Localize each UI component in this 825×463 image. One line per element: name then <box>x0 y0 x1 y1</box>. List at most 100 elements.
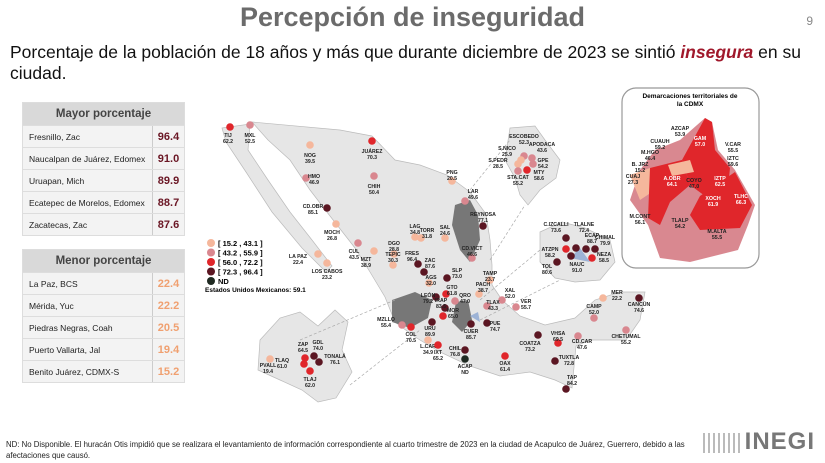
city-dot <box>635 294 643 302</box>
city-marker: TLALNE 72.4 <box>572 222 595 252</box>
city-dot <box>483 302 491 310</box>
city-name: Benito Juárez, CDMX-S <box>29 367 120 377</box>
inegi-logo: INEGI <box>702 428 815 456</box>
city-marker: URU 89.9 <box>424 318 436 338</box>
city-marker: CHIMAL 79.9 <box>591 235 616 253</box>
city-marker: PUE 74.7 <box>483 319 501 333</box>
city-name: Uruapan, Mich <box>29 176 85 186</box>
city-dot <box>562 245 570 253</box>
city-name: Ecatepec de Morelos, Edomex <box>29 198 145 208</box>
city-marker: CAMP 52.0 <box>586 304 602 322</box>
city-dot <box>300 360 308 368</box>
city-label: TOL 80.6 <box>542 264 553 276</box>
city-name: Puerto Vallarta, Jal <box>29 345 101 355</box>
city-label: AGS 32.0 <box>425 275 437 287</box>
city-marker: GDL 74.0 <box>310 340 324 360</box>
city-label: MOCH 26.8 <box>324 230 340 242</box>
city-dot <box>441 234 449 242</box>
city-value: 22.2 <box>152 295 184 316</box>
legend-label: [ 15.2 , 43.1 ] <box>218 239 263 248</box>
subtitle-text: Porcentaje de la población de 18 años y … <box>10 42 681 62</box>
city-marker: CHIL 76.8 <box>449 346 469 358</box>
city-dot <box>442 290 450 298</box>
city-dot <box>451 297 459 305</box>
city-marker: TEPIC 30.3 <box>385 252 401 269</box>
city-dot <box>398 321 406 329</box>
national-value: Estados Unidos Mexicanos: 59.1 <box>205 287 306 294</box>
city-dot <box>332 220 340 228</box>
city-dot <box>370 172 378 180</box>
city-dot <box>439 312 447 320</box>
city-label: VHSA 69.5 <box>551 331 566 343</box>
city-dot <box>414 260 422 268</box>
cdmx-district-label: IZTP 62.5 <box>714 176 726 188</box>
city-dot <box>389 261 397 269</box>
city-label: JUÁREZ 70.3 <box>362 148 384 161</box>
city-marker: IXT 65.2 <box>433 341 443 362</box>
city-dot <box>432 293 440 301</box>
city-name: La Paz, BCS <box>29 279 78 289</box>
city-label: XAL 52.0 <box>505 288 516 300</box>
city-name: Zacatecas, Zac <box>29 220 88 230</box>
city-label: CHETUMAL 55.2 <box>611 334 641 346</box>
city-dot <box>461 355 469 363</box>
city-label: NEZA 58.5 <box>597 252 611 264</box>
city-label: TLAJ 62.0 <box>304 377 317 389</box>
city-dot <box>529 160 537 168</box>
city-marker: COATZA 73.2 <box>519 331 542 353</box>
city-dot <box>514 160 522 168</box>
city-label: REYNOSA 77.1 <box>470 212 496 224</box>
cdmx-district-label: A.OBR 64.1 <box>663 176 680 188</box>
city-marker: MZT 38.9 <box>361 247 378 269</box>
page-number: 9 <box>806 14 813 28</box>
table-row: Mérida, Yuc 22.2 <box>23 294 184 316</box>
city-marker: IRAP 83.5 <box>435 298 449 312</box>
city-marker: GTO 61.8 <box>442 285 458 298</box>
legend-label: [ 43.2 , 55.9 ] <box>218 249 263 258</box>
city-dot <box>599 294 607 302</box>
city-label: CHIL 76.8 <box>449 346 462 358</box>
city-dot <box>315 358 323 366</box>
cdmx-title: Demarcaciones territoriales de la CDMX <box>642 93 737 108</box>
city-label: CHIMAL 79.9 <box>595 235 616 247</box>
cdmx-district-label: V.CAR 55.5 <box>725 142 741 154</box>
city-label: HMO 46.9 <box>308 174 320 186</box>
city-marker: NAUC 91.0 <box>567 252 585 274</box>
city-marker: VHSA 69.5 <box>551 331 566 347</box>
city-label: ZAC 87.6 <box>425 258 436 270</box>
mainland <box>251 121 646 389</box>
city-dot <box>498 296 506 304</box>
city-marker: DGO 28.8 <box>388 241 400 258</box>
cdmx-map <box>630 118 755 262</box>
city-value: 19.4 <box>152 339 184 360</box>
city-label: MOR 65.0 <box>447 308 459 320</box>
city-label: APODACA 43.6 <box>529 142 555 154</box>
table-header: Menor porcentaje <box>23 250 184 272</box>
city-dot <box>479 222 487 230</box>
city-marker: SLP 73.0 <box>443 268 463 282</box>
city-dot <box>562 385 570 393</box>
city-label: NOG 39.5 <box>304 153 316 165</box>
city-name: Naucalpan de Juárez, Edomex <box>29 154 146 164</box>
city-dot <box>553 258 561 266</box>
subtitle-text-end: en su ciudad. <box>10 42 801 83</box>
table-row: Uruapan, Mich 89.9 <box>23 169 184 191</box>
city-value: 96.4 <box>152 126 184 147</box>
city-marker: C.IZCALLI 73.6 <box>543 222 570 242</box>
cdmx-district-label: COYO 47.0 <box>686 178 702 190</box>
table-row: Puerto Vallarta, Jal 19.4 <box>23 338 184 360</box>
cdmx-district-label: M.HGO 46.4 <box>641 150 659 162</box>
city-label: DGO 28.8 <box>388 241 400 253</box>
city-value: 89.9 <box>152 170 184 191</box>
city-dot <box>461 197 469 205</box>
city-label: TORR 31.8 <box>420 228 435 240</box>
city-marker: TAP 84.2 <box>562 375 578 393</box>
cdmx-district-label: GAM 57.0 <box>694 136 707 148</box>
city-marker: OAX 61.4 <box>499 352 511 373</box>
baja-california <box>221 123 333 273</box>
table-row: Fresnillo, Zac 96.4 <box>23 125 184 147</box>
city-label: ECAP 88.7 <box>585 233 600 245</box>
city-label: ATZPN 58.2 <box>542 247 559 259</box>
city-marker: TLAX 43.3 <box>483 300 500 312</box>
city-label: CD.CAR 47.6 <box>572 339 592 351</box>
